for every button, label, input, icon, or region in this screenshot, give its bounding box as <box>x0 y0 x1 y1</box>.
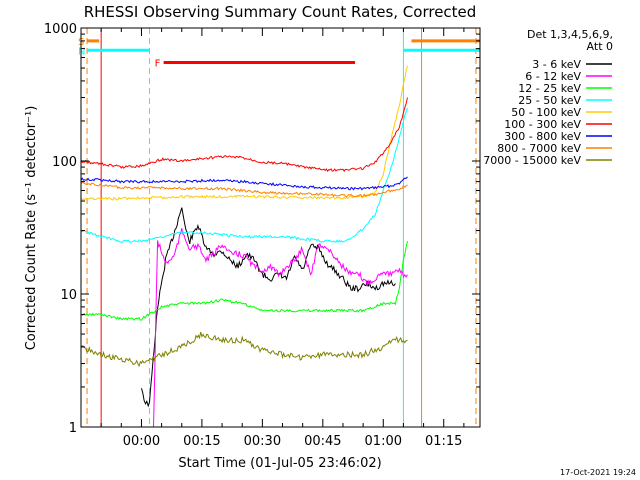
x-tick-label-1: 00:15 <box>183 434 220 449</box>
x-tick-label-3: 00:45 <box>304 434 341 449</box>
plot-frame <box>80 27 481 428</box>
x-tick-label-0: 00:00 <box>123 434 160 449</box>
series-line-4 <box>81 65 408 201</box>
legend-label-2: 12 - 25 keV <box>518 82 581 95</box>
x-tick-label-4: 01:00 <box>365 434 402 449</box>
y-tick-label-0: 1 <box>69 421 77 436</box>
legend-label-0: 3 - 6 keV <box>532 58 581 71</box>
legend-title-line-1: Att 0 <box>587 40 613 53</box>
legend-label-8: 7000 - 15000 keV <box>483 154 581 167</box>
series-line-8 <box>81 331 408 368</box>
series-line-2 <box>81 240 408 321</box>
series-line-1 <box>153 228 408 427</box>
legend-label-4: 50 - 100 keV <box>511 106 581 119</box>
series-line-0 <box>141 207 396 408</box>
y-tick-label-2: 100 <box>52 155 77 170</box>
legend-label-6: 300 - 800 keV <box>504 130 581 143</box>
flag-label-2: F <box>155 59 161 70</box>
y-tick-label-1: 10 <box>60 288 77 303</box>
plot-timestamp: 17-Oct-2021 19:24 <box>560 468 636 477</box>
x-axis-label: Start Time (01-Jul-05 23:46:02) <box>178 456 381 471</box>
series-lines <box>81 65 408 427</box>
series-line-7 <box>81 181 408 198</box>
legend-label-5: 100 - 300 keV <box>504 118 581 131</box>
time-marker-lines <box>86 28 477 427</box>
chart-title: RHESSI Observing Summary Count Rates, Co… <box>84 3 477 21</box>
x-axis: 00:00 00:15 00:30 00:45 01:00 01:15 <box>100 28 465 449</box>
x-tick-label-5: 01:15 <box>425 434 462 449</box>
y-axis-label: Corrected Count Rate (s⁻¹ detector⁻¹) <box>24 106 39 351</box>
series-line-5 <box>81 97 408 173</box>
legend-label-3: 25 - 50 keV <box>518 94 581 107</box>
observing-flags: SNF <box>78 37 480 70</box>
x-tick-label-2: 00:30 <box>244 434 281 449</box>
series-line-6 <box>81 176 408 191</box>
flag-label-1: N <box>78 46 85 57</box>
legend-label-1: 6 - 12 keV <box>525 70 581 83</box>
legend-title-line-0: Det 1,3,4,5,6,9, <box>527 28 613 41</box>
legend-label-7: 800 - 7000 keV <box>497 142 581 155</box>
y-tick-label-3: 1000 <box>44 22 77 37</box>
y-axis: 1 10 100 1000 <box>44 22 480 436</box>
series-line-3 <box>81 107 408 244</box>
